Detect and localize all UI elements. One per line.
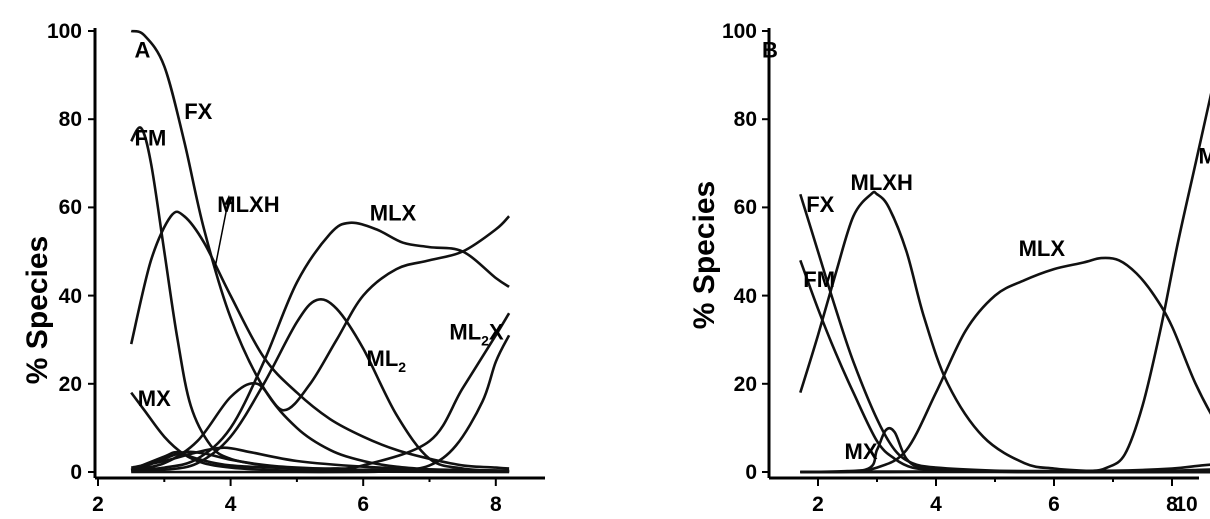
y-axis-label-a: % Species — [21, 236, 54, 384]
y-axis-label-b: % Species — [688, 181, 721, 329]
annotation-label: MX — [845, 439, 878, 464]
y-ticks-a: 0 20 40 60 80 100 — [47, 20, 95, 484]
annotation-label: FX — [184, 99, 212, 124]
x-ticks-a: 2 4 6 8 — [92, 478, 502, 516]
y-tick-label-a: 80 — [59, 108, 82, 131]
x-tick-label-b: 10 — [1174, 493, 1197, 516]
series-line-mlxh — [129, 210, 510, 470]
series-line-mlxh — [799, 190, 1210, 474]
annotation-label: MX — [138, 386, 171, 411]
x-tick-label-a: 2 — [92, 493, 104, 516]
y-tick-label-b: 80 — [734, 108, 757, 131]
x-tick-label-a: 4 — [225, 493, 237, 516]
annotation-label: ML2 — [367, 346, 407, 375]
x-tick-label-a: 8 — [490, 493, 502, 516]
x-tick-label-a: 6 — [357, 493, 369, 516]
annotation-label: FM — [135, 126, 167, 151]
mlxh-pointer-arrow — [214, 195, 232, 269]
annotations-b: B FX FM MLXH MLX ML2X MX — [762, 38, 1210, 464]
series-line-unlabeled-7 — [800, 468, 1210, 474]
panel-b: % Species 0 20 40 60 80 100 2 4 — [688, 20, 1210, 516]
series-line-mlx — [131, 221, 510, 472]
y-tick-label-b: 0 — [745, 461, 757, 484]
x-tick-label-b: 6 — [1048, 493, 1060, 516]
annotation-label: FM — [803, 267, 835, 292]
y-tick-label-b: 40 — [734, 285, 757, 308]
y-tick-label-a: 100 — [47, 20, 82, 43]
series-line-fx — [799, 193, 1210, 474]
panel-a: % Species 0 20 40 60 80 100 2 4 — [21, 20, 545, 516]
y-tick-label-b: 100 — [722, 20, 757, 43]
annotation-label: MLX — [1019, 236, 1066, 261]
series-line-ml2x — [800, 92, 1210, 474]
y-tick-label-a: 60 — [59, 196, 82, 219]
y-tick-label-a: 40 — [59, 285, 82, 308]
x-tick-label-b: 8 — [1166, 493, 1178, 516]
series-line-mx — [130, 391, 510, 474]
annotation-label: A — [135, 38, 151, 63]
curves-a — [129, 29, 511, 474]
annotation-label: MLX — [370, 201, 417, 226]
annotation-label: MLXH — [851, 170, 913, 195]
series-line-unlabeled-10 — [130, 450, 510, 472]
series-line-mlx — [800, 256, 1210, 474]
annotation-label: ML2X — [1199, 143, 1210, 172]
mlxh-arrow-line — [214, 196, 230, 269]
y-tick-label-a: 0 — [70, 461, 82, 484]
y-tick-label-b: 20 — [734, 373, 757, 396]
curves-b — [799, 92, 1210, 474]
y-tick-label-b: 60 — [734, 196, 757, 219]
y-tick-label-a: 20 — [59, 373, 82, 396]
y-ticks-b: 0 20 40 60 80 100 — [722, 20, 769, 484]
annotation-label: FX — [806, 192, 834, 217]
x-tick-label-b: 4 — [930, 493, 942, 516]
annotation-label: B — [762, 38, 778, 63]
x-tick-label-b: 2 — [812, 493, 824, 516]
mlxh-arrow-head — [224, 195, 232, 205]
x-ticks-b: 2 4 6 8 10 — [812, 478, 1198, 516]
annotation-label: ML2X — [449, 320, 504, 349]
series-line-unlabeled-7 — [130, 215, 511, 472]
